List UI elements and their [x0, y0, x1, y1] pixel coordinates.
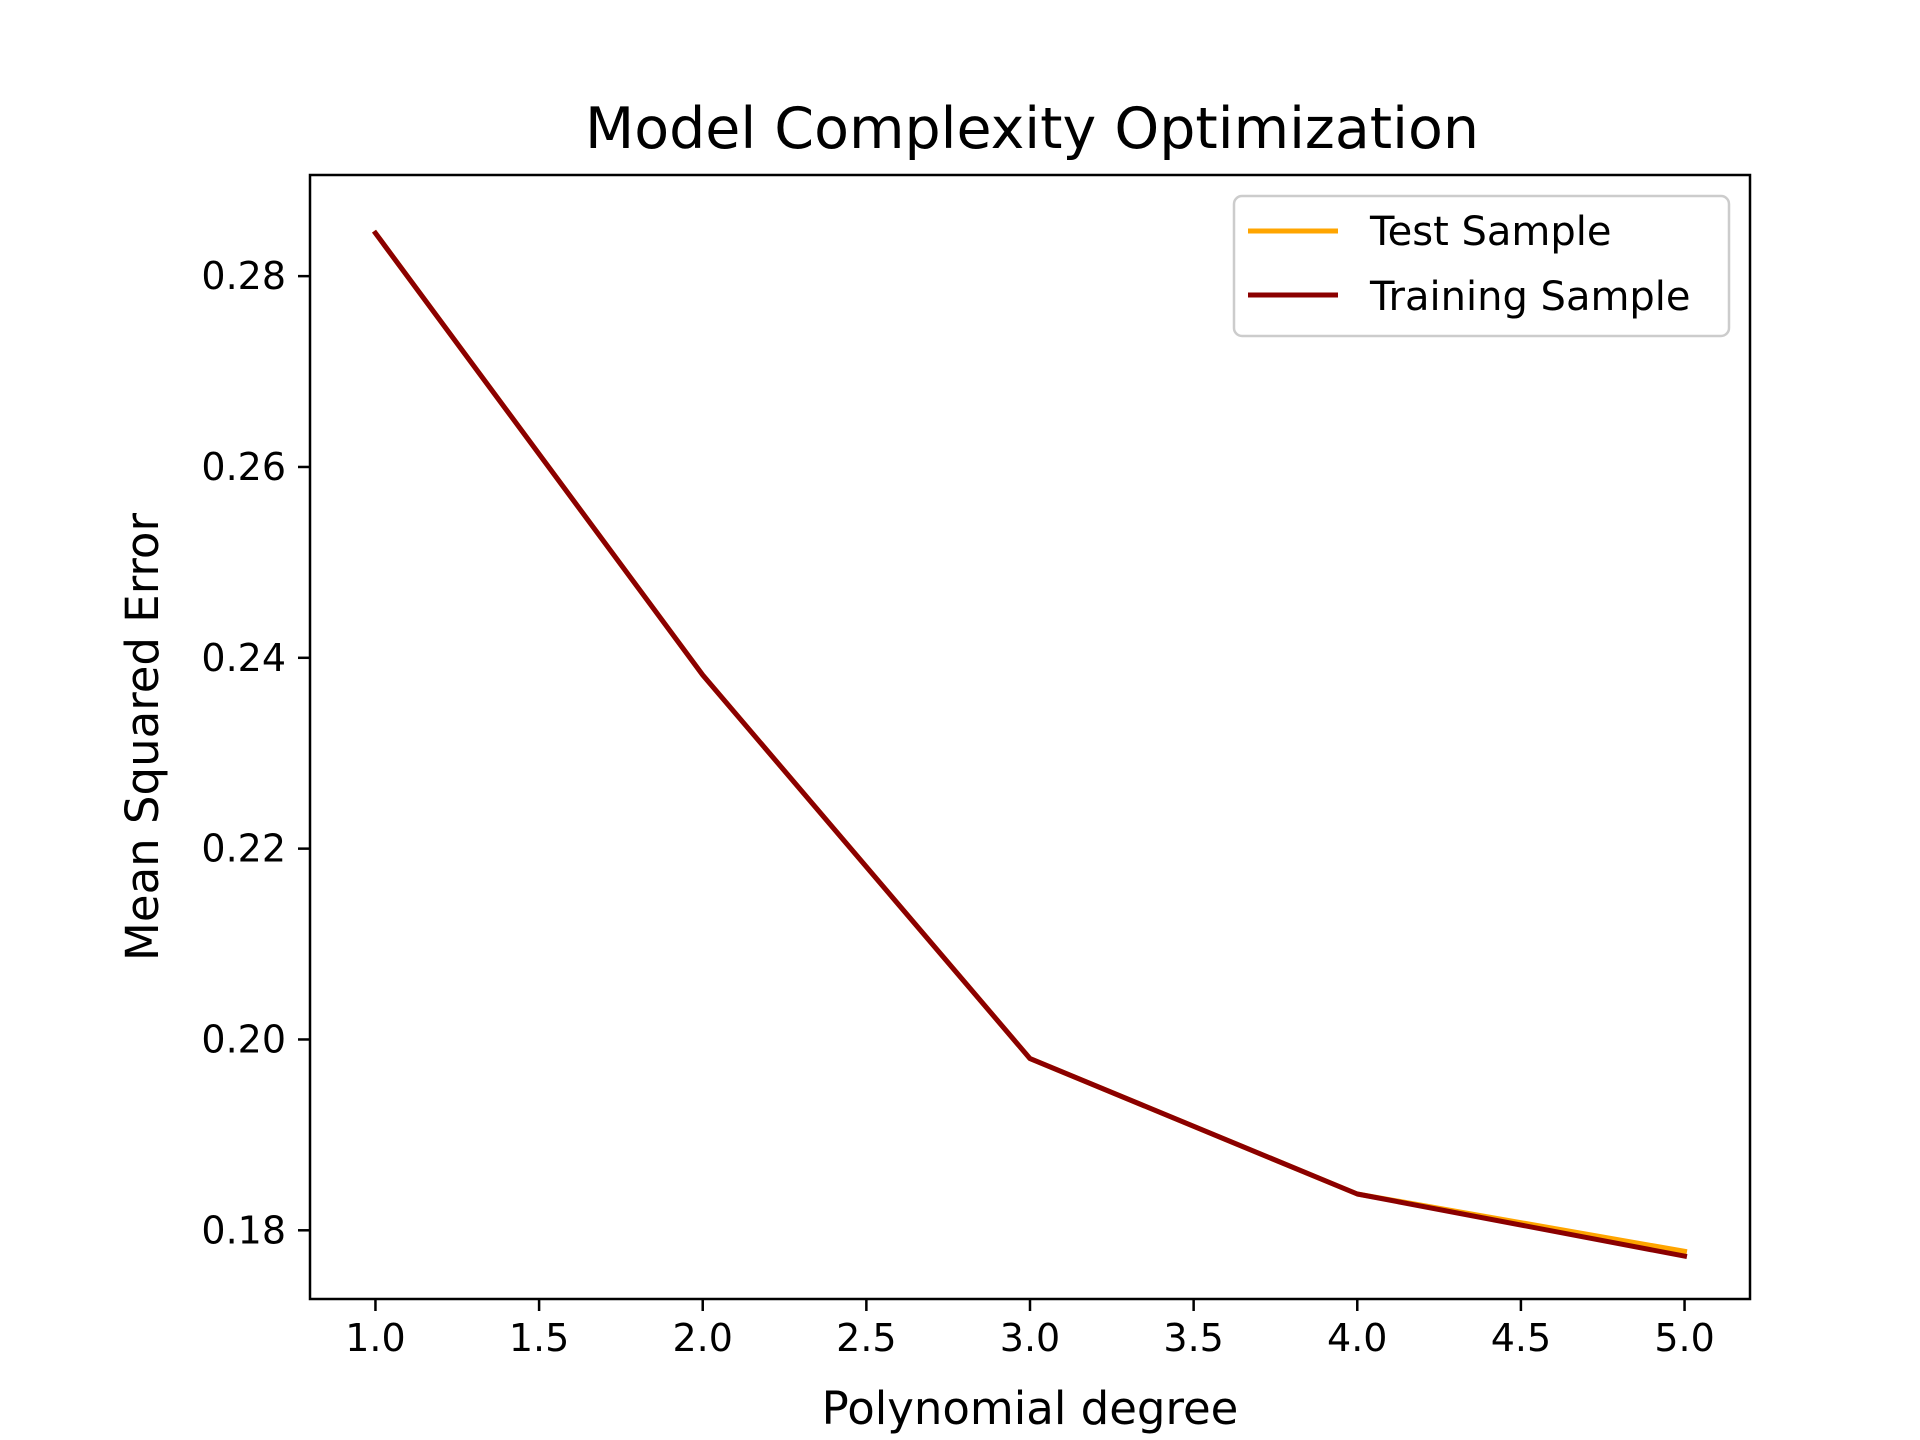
- x-tick-label: 4.0: [1327, 1316, 1387, 1360]
- series-line-training-sample: [372, 229, 1688, 1260]
- legend-label-training-sample: Training Sample: [1369, 274, 1691, 320]
- y-tick-label: 0.28: [201, 254, 286, 298]
- plot-area: [310, 175, 1750, 1299]
- y-tick-label: 0.18: [201, 1208, 286, 1252]
- axes-background: [310, 175, 1750, 1299]
- x-tick-label: 2.0: [673, 1316, 733, 1360]
- x-tick-label: 1.0: [345, 1316, 405, 1360]
- y-axis: 0.18 0.20 0.22 0.24 0.26 0.28: [201, 254, 310, 1252]
- series-layer: [372, 229, 1688, 1260]
- x-tick-label: 1.5: [509, 1316, 569, 1360]
- legend-box: [1232, 194, 1731, 338]
- y-tick-label: 0.22: [201, 827, 286, 871]
- y-axis-label: Mean Squared Error: [116, 513, 169, 961]
- x-axis: 1.0 1.5 2.0 2.5 3.0 3.5 4.0 4.5 5.0: [345, 1299, 1715, 1360]
- y-tick-label: 0.24: [201, 636, 286, 680]
- y-tick-label: 0.20: [201, 1017, 286, 1061]
- x-tick-label: 2.5: [836, 1316, 896, 1360]
- legend: Test Sample Training Sample: [1232, 194, 1731, 338]
- x-tick-label: 4.5: [1491, 1316, 1551, 1360]
- x-axis-label: Polynomial degree: [822, 1382, 1239, 1435]
- chart-title: Model Complexity Optimization: [585, 96, 1479, 162]
- legend-label-test-sample: Test Sample: [1369, 209, 1611, 255]
- x-tick-label: 5.0: [1654, 1316, 1714, 1360]
- y-tick-label: 0.26: [201, 445, 286, 489]
- x-tick-label: 3.0: [1000, 1316, 1060, 1360]
- x-tick-label: 3.5: [1163, 1316, 1223, 1360]
